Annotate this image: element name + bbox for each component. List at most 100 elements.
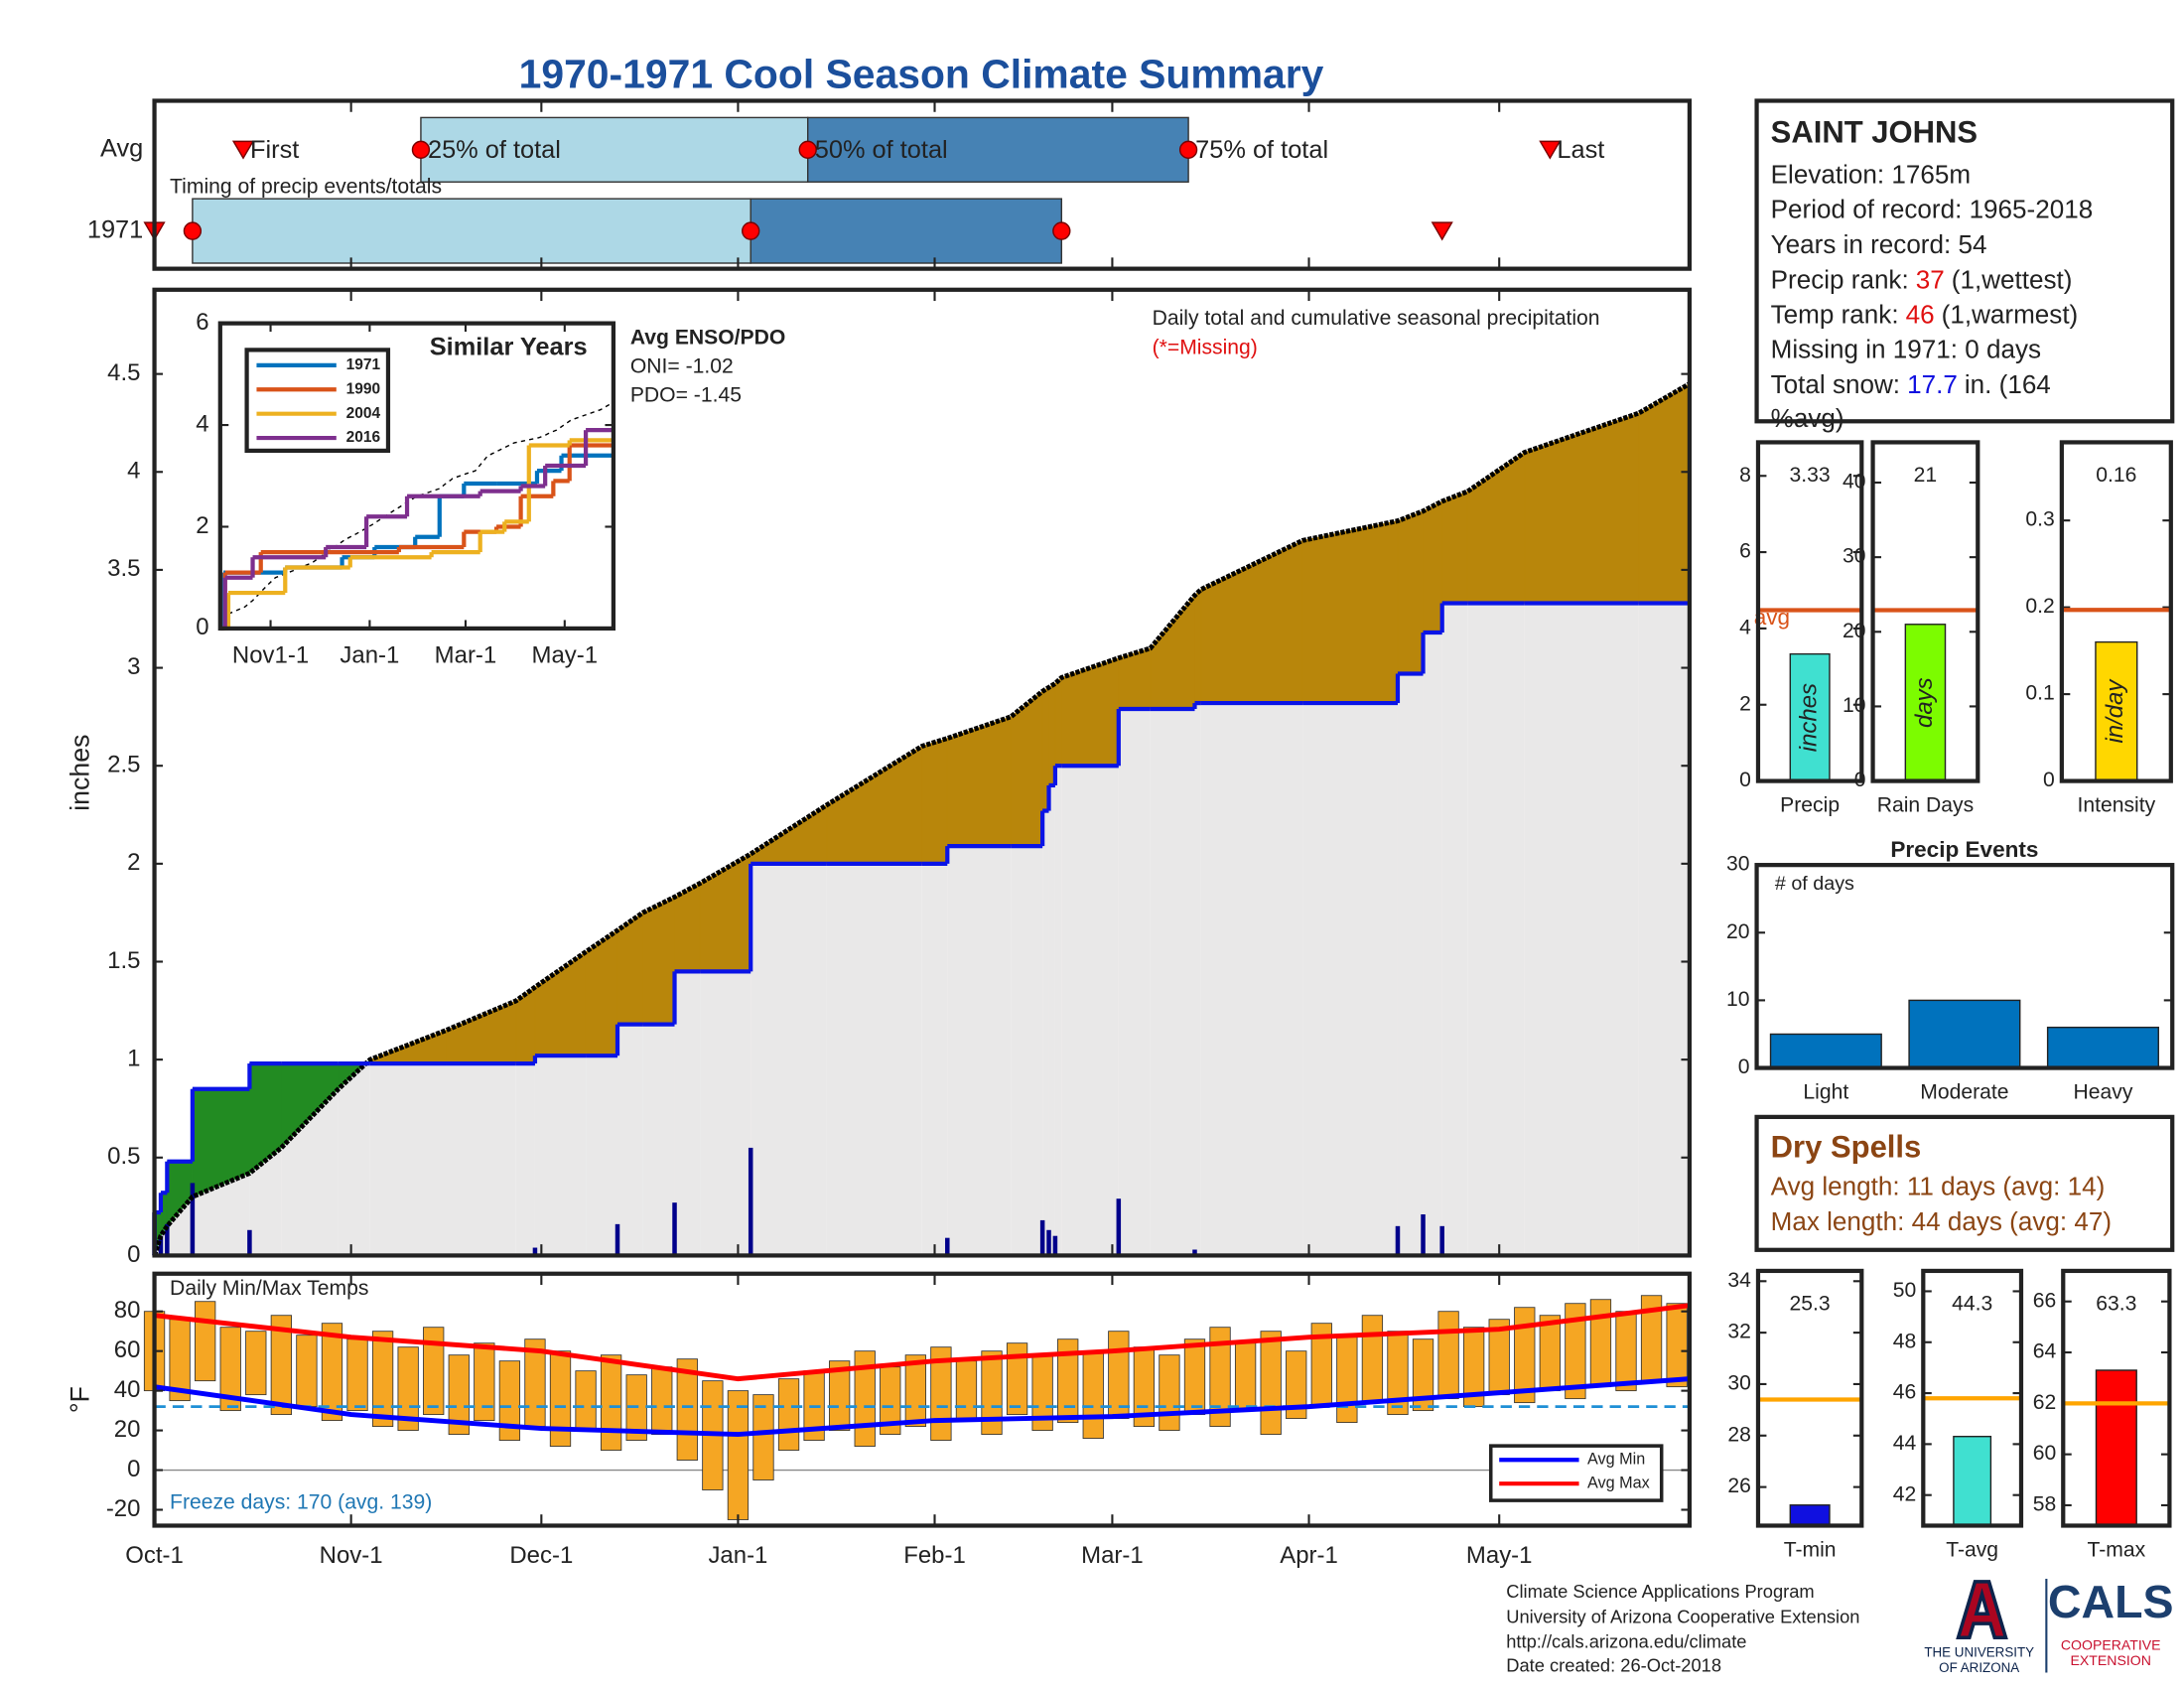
panel-frame bbox=[152, 287, 1693, 1258]
value-label: 25.3 bbox=[1790, 1292, 1831, 1315]
temp-range-bar bbox=[1183, 1338, 1206, 1416]
panel-frame bbox=[2059, 440, 2173, 783]
station-line: Missing in 1971: 0 days bbox=[1771, 335, 2041, 364]
y-tick-label: 32 bbox=[1727, 1321, 1750, 1343]
bar bbox=[1904, 624, 1947, 782]
daily-bar bbox=[672, 1202, 677, 1256]
area-under bbox=[1524, 603, 1639, 1256]
unit-label: in/day bbox=[2102, 678, 2128, 744]
bar bbox=[1769, 1033, 1882, 1069]
temp-range-bar bbox=[219, 1327, 241, 1412]
university-name: OF ARIZONA bbox=[1939, 1660, 2019, 1675]
station-line: Elevation: 1765m bbox=[1771, 160, 1971, 190]
deficit-area bbox=[921, 738, 948, 865]
daily-bar bbox=[1046, 1229, 1051, 1256]
quartile-marker bbox=[183, 221, 203, 240]
y-tick-label: 4 bbox=[196, 410, 208, 437]
y-tick-label: 2 bbox=[1739, 692, 1751, 715]
precip-rank: Precip rank: 37 (1,wettest) bbox=[1771, 264, 2073, 294]
extension-name: COOPERATIVE bbox=[2061, 1636, 2161, 1652]
temp-range-bar bbox=[549, 1350, 572, 1447]
y-tick-label: 80 bbox=[114, 1297, 141, 1324]
panel-title: Precip Events bbox=[1890, 837, 2038, 862]
dry-spells-title: Dry Spells bbox=[1771, 1129, 1922, 1164]
daily-bar bbox=[614, 1223, 620, 1256]
bar bbox=[1789, 652, 1831, 782]
temp-range-bar bbox=[1057, 1338, 1079, 1424]
y-axis-label: °F bbox=[65, 1386, 94, 1413]
marker-label: 50% of total bbox=[815, 136, 948, 164]
y-tick-label: 4 bbox=[1739, 616, 1751, 638]
temp-range-bar bbox=[1159, 1354, 1180, 1432]
temp-range-bar bbox=[321, 1323, 343, 1422]
avg-temp-line bbox=[154, 1303, 1691, 1382]
page-title: 1970-1971 Cool Season Climate Summary bbox=[519, 51, 1324, 96]
y-tick-label: 0.1 bbox=[2025, 682, 2054, 705]
temp-range-bar bbox=[955, 1360, 978, 1422]
area-under bbox=[369, 1063, 447, 1256]
value-label: 44.3 bbox=[1952, 1292, 1992, 1315]
university-logo bbox=[1956, 1580, 2008, 1640]
y-tick-label: 0 bbox=[127, 1456, 140, 1482]
temp-range-bar bbox=[195, 1301, 216, 1382]
bar bbox=[1908, 999, 2021, 1069]
x-tick-label: Oct-1 bbox=[125, 1542, 184, 1569]
y-tick-label: 34 bbox=[1727, 1269, 1751, 1292]
area-under bbox=[1200, 703, 1303, 1256]
area-under bbox=[1638, 603, 1690, 1256]
x-tick-label: May-1 bbox=[532, 641, 599, 668]
daily-bar bbox=[1192, 1249, 1197, 1256]
daily-bar bbox=[1039, 1219, 1045, 1256]
y-tick-label: 30 bbox=[1727, 1372, 1750, 1395]
temp-range-bar bbox=[1666, 1303, 1688, 1388]
station-name: SAINT JOHNS bbox=[1771, 115, 1978, 150]
end-marker bbox=[1539, 140, 1562, 160]
legend-box bbox=[1488, 1444, 1664, 1502]
temp-range-bar bbox=[600, 1354, 622, 1451]
panel-frame bbox=[1755, 440, 1864, 783]
y-tick-label: 42 bbox=[1893, 1482, 1917, 1505]
label: Precip rank: bbox=[1771, 264, 1909, 294]
area-under bbox=[1118, 708, 1151, 1256]
y-tick-label: 20 bbox=[1843, 620, 1865, 642]
y-tick-label: 20 bbox=[114, 1416, 141, 1443]
panel-frame bbox=[2061, 1268, 2172, 1528]
marker-label: 25% of total bbox=[428, 136, 561, 164]
y-tick-label: 48 bbox=[1893, 1330, 1917, 1352]
daily-bar bbox=[158, 1235, 164, 1256]
panel-frame bbox=[152, 1271, 1693, 1528]
area-under bbox=[1042, 810, 1049, 1256]
temp-range-bar bbox=[829, 1360, 851, 1432]
avg-cumulative-line bbox=[152, 381, 1692, 1257]
panel-title: Daily Min/Max Temps bbox=[170, 1277, 368, 1300]
x-tick-label: May-1 bbox=[1466, 1542, 1533, 1569]
quartile-marker bbox=[1178, 140, 1198, 159]
footer: Climate Science Applications Program Uni… bbox=[1506, 1576, 2173, 1676]
legend-label: 2016 bbox=[346, 429, 381, 446]
category-label: Precip bbox=[1780, 794, 1840, 817]
avg-temp-line bbox=[154, 1376, 1691, 1438]
cals-logo: CALS bbox=[2048, 1576, 2174, 1627]
legend-label: Avg Min bbox=[1587, 1451, 1645, 1469]
row-label: Avg bbox=[100, 135, 143, 163]
temp-range-bar bbox=[777, 1378, 800, 1451]
area-under bbox=[1048, 784, 1055, 1256]
category-label: Rain Days bbox=[1877, 794, 1974, 817]
x-tick-label: Nov-1 bbox=[320, 1542, 383, 1569]
deficit-area bbox=[1423, 500, 1443, 633]
area-under bbox=[1423, 633, 1442, 1256]
daily-bar bbox=[748, 1147, 753, 1256]
temp-range-bar bbox=[1209, 1327, 1231, 1428]
marker-label: Last bbox=[1557, 136, 1604, 164]
value-label: 0.16 bbox=[2096, 464, 2136, 487]
y-tick-label: 60 bbox=[114, 1336, 141, 1363]
footer-line: Date created: 26-Oct-2018 bbox=[1506, 1655, 1721, 1676]
x-tick-label: Nov1-1 bbox=[232, 641, 309, 668]
daily-bar bbox=[1052, 1235, 1058, 1256]
bar bbox=[1953, 1435, 1992, 1527]
y-tick-label: 0 bbox=[2043, 769, 2055, 791]
temp-range-bar bbox=[346, 1338, 368, 1412]
temp-range-bar bbox=[1437, 1311, 1459, 1400]
daily-bar bbox=[165, 1223, 170, 1256]
end-marker bbox=[1431, 221, 1453, 241]
